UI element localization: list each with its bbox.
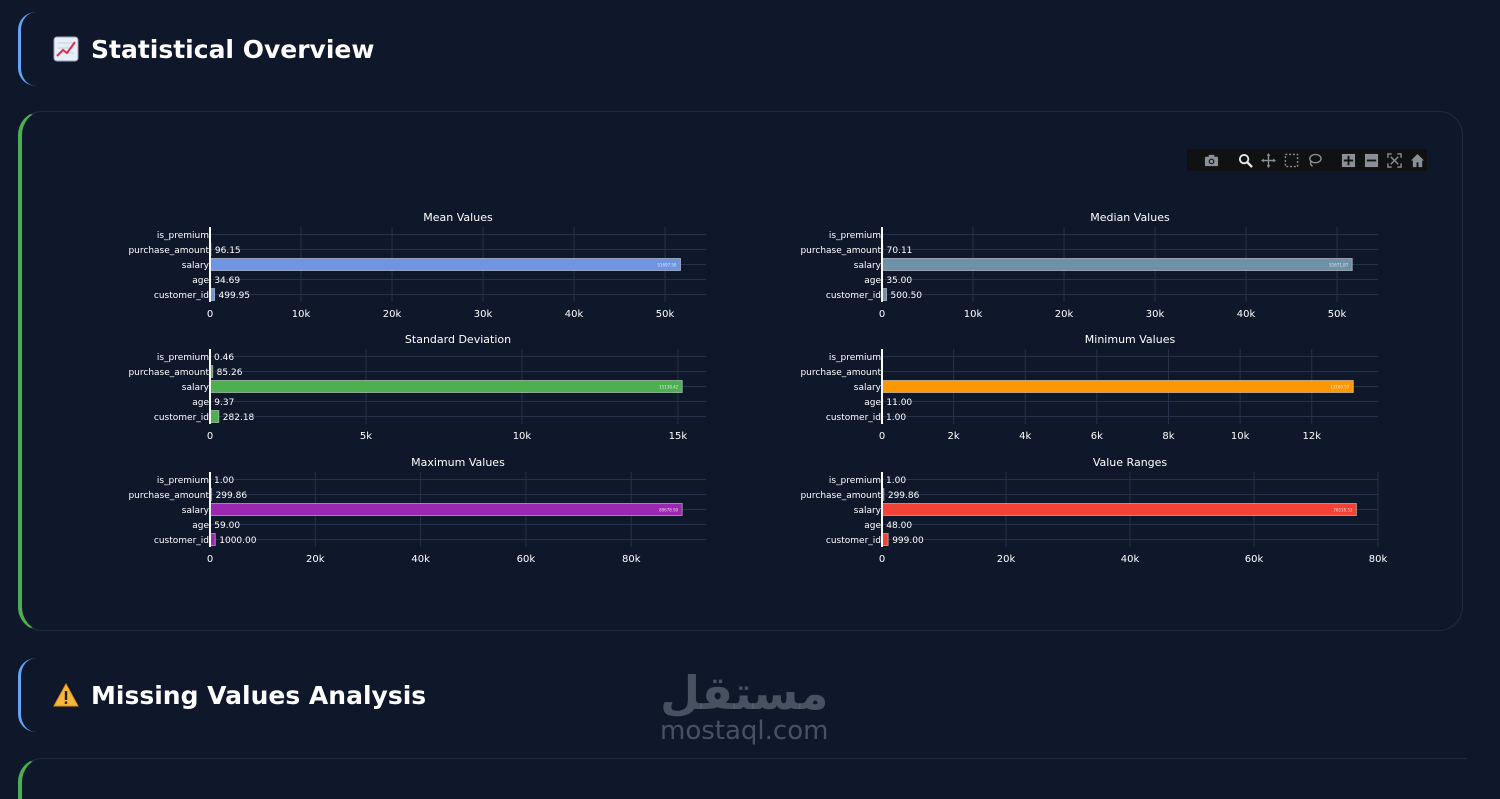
chart-modebar	[1187, 149, 1427, 171]
zoom-in-icon[interactable]	[1339, 150, 1358, 170]
statistical-overview-header: Statistical Overview	[18, 12, 1481, 86]
watermark-arabic: مستقل	[660, 670, 828, 716]
home-icon[interactable]	[1408, 150, 1427, 170]
camera-icon[interactable]	[1202, 150, 1221, 170]
pan-icon[interactable]	[1259, 150, 1278, 170]
warning-icon	[53, 682, 79, 708]
lasso-icon[interactable]	[1305, 150, 1324, 170]
statistics-chart-card	[18, 111, 1463, 631]
box-select-icon[interactable]	[1282, 150, 1301, 170]
watermark-latin: mostaql.com	[660, 716, 828, 746]
mostaql-watermark: مستقل mostaql.com	[660, 670, 828, 746]
section-title: Missing Values Analysis	[91, 681, 426, 710]
zoom-icon[interactable]	[1237, 150, 1256, 170]
missing-values-card	[18, 758, 1467, 799]
chart-increasing-icon	[53, 36, 79, 62]
zoom-out-icon[interactable]	[1362, 150, 1381, 170]
autoscale-icon[interactable]	[1385, 150, 1404, 170]
section-title: Statistical Overview	[91, 35, 374, 64]
